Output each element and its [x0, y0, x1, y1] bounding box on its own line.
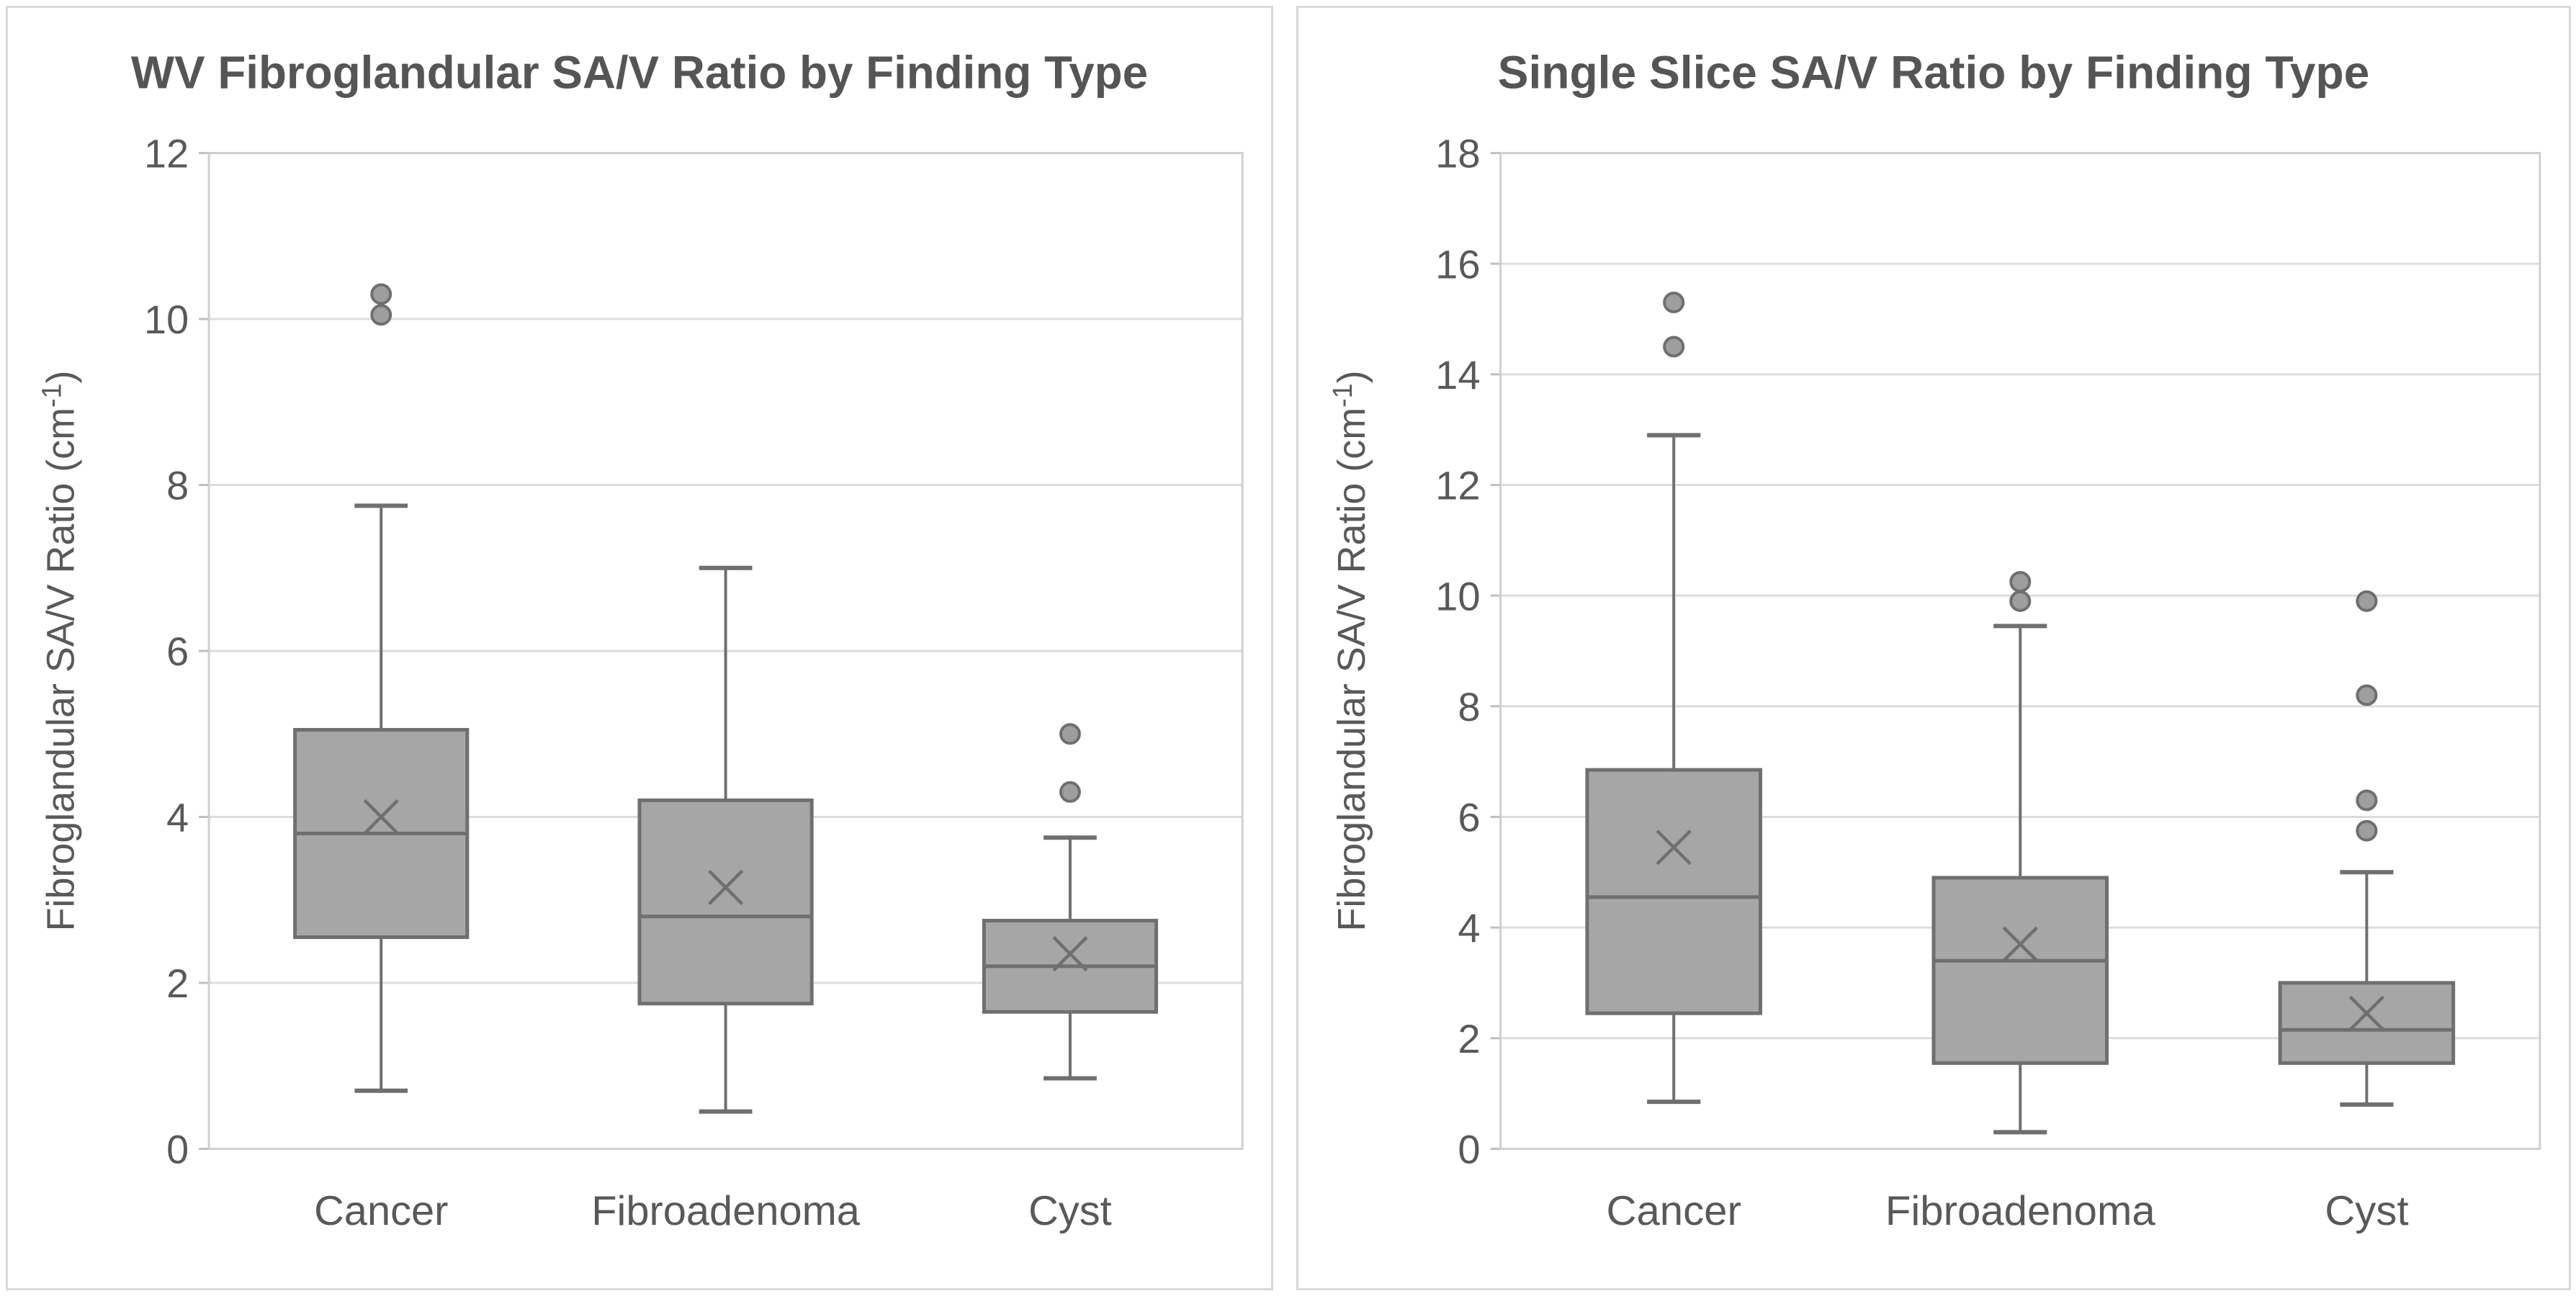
y-tick-label: 2	[1458, 1016, 1480, 1061]
y-tick-label: 10	[144, 297, 189, 342]
y-tick-label: 10	[1435, 573, 1480, 619]
y-tick-label: 0	[166, 1127, 189, 1172]
category-label: Fibroadenoma	[591, 1188, 861, 1234]
single-slice-boxplot: Single Slice SA/V Ratio by Finding Type 0…	[1328, 47, 2541, 1234]
mean-marker	[1656, 830, 1692, 866]
y-axis-title: Fibroglandular SA/V Ratio (cm-1)	[1328, 370, 1373, 931]
outlier-point	[2009, 570, 2032, 593]
outlier-point	[2356, 789, 2378, 812]
wv-fibroglandular-boxplot: WV Fibroglandular SA/V Ratio by Finding …	[37, 47, 1244, 1234]
category-label: Cancer	[314, 1188, 448, 1234]
y-tick-label: 14	[1435, 352, 1480, 397]
outlier-point	[2356, 819, 2378, 842]
chart-title: Single Slice SA/V Ratio by Finding Type	[1498, 47, 2370, 99]
y-axis-title: Fibroglandular SA/V Ratio (cm-1)	[37, 371, 83, 932]
y-tick-label: 8	[1458, 684, 1480, 729]
category-label: Cyst	[1028, 1188, 1112, 1234]
outlier-point	[370, 283, 392, 305]
mean-marker	[2002, 926, 2038, 962]
box-iqr	[1931, 876, 2109, 1065]
mean-marker	[708, 869, 744, 905]
mean-marker	[2348, 995, 2385, 1031]
y-tick-label: 4	[166, 795, 189, 840]
box-iqr	[1585, 768, 1762, 1015]
y-tick-label: 8	[166, 463, 189, 508]
y-tick-label: 6	[166, 629, 189, 674]
y-tick-label: 4	[1458, 905, 1480, 950]
y-tick-label: 12	[1435, 463, 1480, 508]
single-slice-chart-panel: Single Slice SA/V Ratio by Finding Type 0…	[1296, 6, 2571, 1290]
mean-marker	[363, 799, 399, 835]
wv-fibroglandular-chart-panel: WV Fibroglandular SA/V Ratio by Finding …	[6, 6, 1273, 1290]
outlier-point	[1663, 336, 1685, 358]
y-tick-label: 2	[166, 961, 189, 1006]
y-tick-label: 6	[1458, 795, 1480, 840]
outlier-point	[2356, 684, 2378, 706]
outlier-point	[2356, 590, 2378, 612]
outlier-point	[1663, 292, 1685, 313]
box-iqr	[2278, 981, 2456, 1065]
plot-area-border	[207, 152, 1244, 1150]
category-label: Cancer	[1606, 1187, 1741, 1234]
y-tick-label: 0	[1458, 1127, 1480, 1172]
outlier-point	[1059, 781, 1081, 803]
category-label: Fibroadenoma	[1885, 1187, 2156, 1234]
mean-marker	[1052, 936, 1088, 972]
outlier-point	[2009, 590, 2032, 612]
y-tick-label: 12	[144, 131, 189, 176]
y-tick-label: 18	[1435, 131, 1480, 176]
box-iqr	[637, 798, 814, 1006]
plot-area-border	[1499, 152, 2541, 1150]
chart-title: WV Fibroglandular SA/V Ratio by Finding …	[131, 47, 1148, 99]
outlier-point	[1059, 723, 1081, 745]
outlier-point	[370, 304, 392, 326]
y-tick-label: 16	[1435, 241, 1480, 287]
category-label: Cyst	[2325, 1187, 2408, 1234]
